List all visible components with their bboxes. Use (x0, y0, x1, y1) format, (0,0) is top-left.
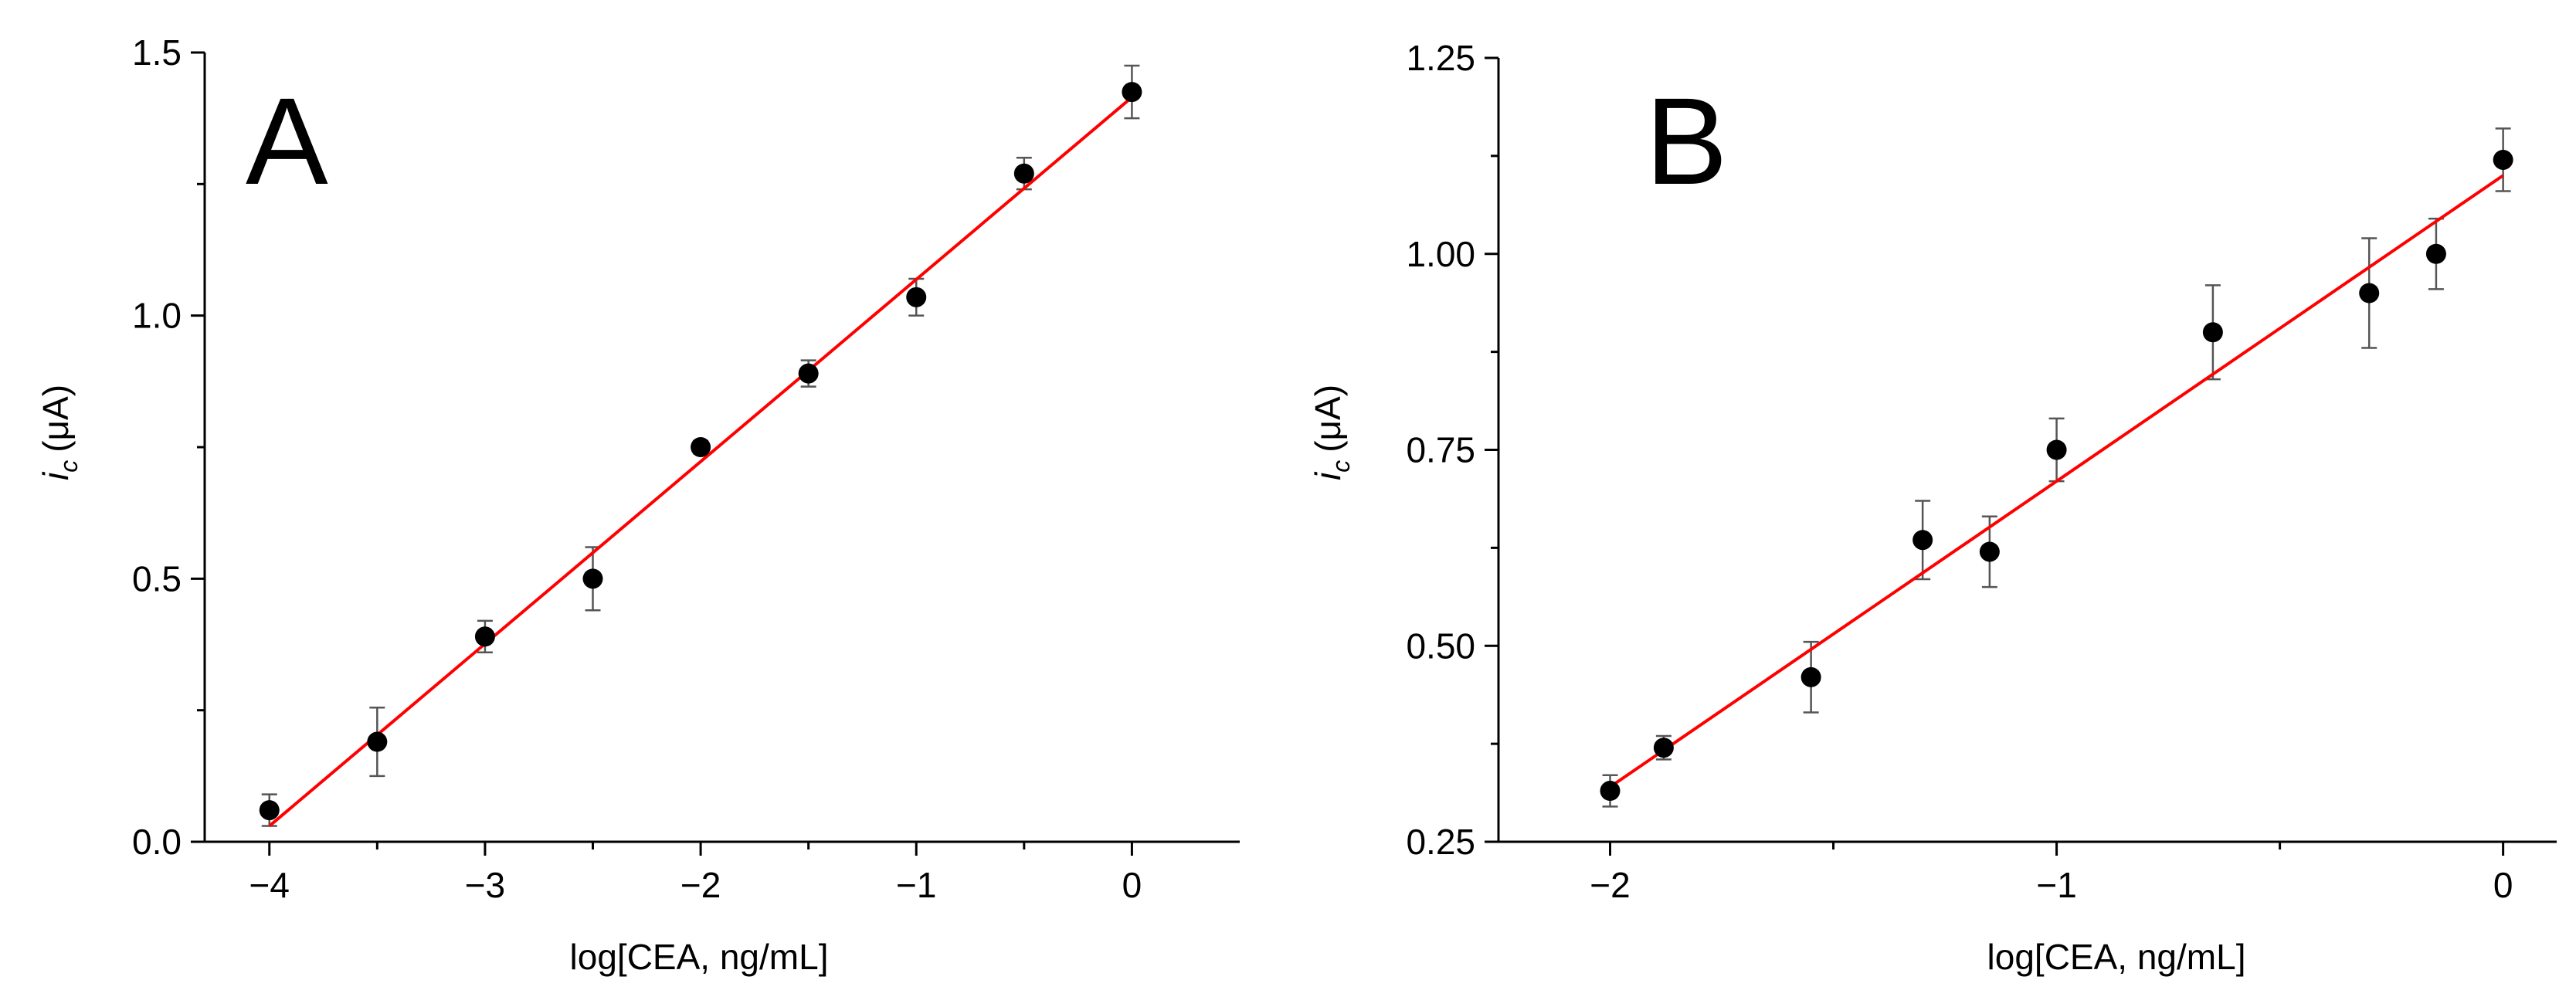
y-axis-title-unit-b: (μA) (1308, 385, 1348, 453)
data-point-b (1600, 781, 1621, 802)
y-tick-label-b: 0.25 (1406, 822, 1475, 862)
data-point-a (367, 731, 388, 752)
x-tick-label-a: −2 (680, 865, 721, 905)
y-tick-label-b: 1.00 (1406, 234, 1475, 274)
chart-panel-b: B log[CEA, ng/mL] ic (μA) −2 −1 0 0.25 0.50 0.… (1308, 38, 2557, 977)
x-tick-label-a: 0 (1122, 865, 1142, 905)
data-point-a (798, 363, 819, 384)
y-axis-title-sub-a: c (55, 460, 83, 473)
y-tick-label-b: 0.50 (1406, 626, 1475, 666)
panel-label-b: B (1645, 72, 1728, 210)
data-point-a (474, 626, 495, 647)
y-tick-label-a: 1.5 (132, 32, 182, 73)
chart-panel-a: A log[CEA, ng/mL] ic (μA) −4 −3 −2 −1 0 0.0 0.5… (36, 32, 1240, 977)
data-point-b (2425, 243, 2446, 264)
y-tick-label-a: 1.0 (132, 296, 182, 336)
data-point-b (2046, 439, 2067, 460)
data-point-a (259, 800, 280, 821)
y-axis-title-sub-b: c (1327, 460, 1355, 473)
x-tick-label-a: −1 (896, 865, 936, 905)
x-tick-label-a: −4 (249, 865, 290, 905)
x-axis-title-b: log[CEA, ng/mL] (1987, 937, 2246, 977)
fit-line-a (268, 96, 1133, 828)
data-point-b (1979, 541, 2000, 562)
x-tick-label-a: −3 (465, 865, 505, 905)
x-tick-label-b: −1 (2036, 865, 2076, 905)
y-axis-title-unit-a: (μA) (36, 385, 76, 453)
data-point-a (1013, 163, 1034, 184)
data-point-a (1122, 82, 1142, 103)
data-point-b (2202, 322, 2223, 343)
x-axis-title-a: log[CEA, ng/mL] (570, 937, 829, 977)
panel-label-a: A (246, 72, 328, 210)
y-tick-label-a: 0.5 (132, 558, 182, 599)
y-axis-title-b: ic (μA) (1308, 385, 1355, 480)
data-point-a (906, 287, 927, 307)
data-point-b (1800, 666, 1821, 687)
data-point-b (1653, 738, 1674, 758)
y-tick-label-a: 0.0 (132, 822, 182, 862)
y-tick-label-b: 0.75 (1406, 430, 1475, 470)
data-point-a (691, 437, 711, 457)
y-tick-label-b: 1.25 (1406, 38, 1475, 78)
x-tick-label-b: −2 (1590, 865, 1630, 905)
y-axis-title-var-a: i (36, 471, 76, 480)
y-axis-title-var-b: i (1308, 471, 1348, 480)
y-axis-title-a: ic (μA) (36, 385, 83, 480)
data-point-b (2359, 283, 2380, 304)
x-tick-label-b: 0 (2493, 865, 2513, 905)
data-point-b (1912, 530, 1933, 551)
fit-line-b (1609, 174, 2504, 788)
data-point-a (582, 568, 603, 589)
data-point-b (2493, 149, 2513, 170)
